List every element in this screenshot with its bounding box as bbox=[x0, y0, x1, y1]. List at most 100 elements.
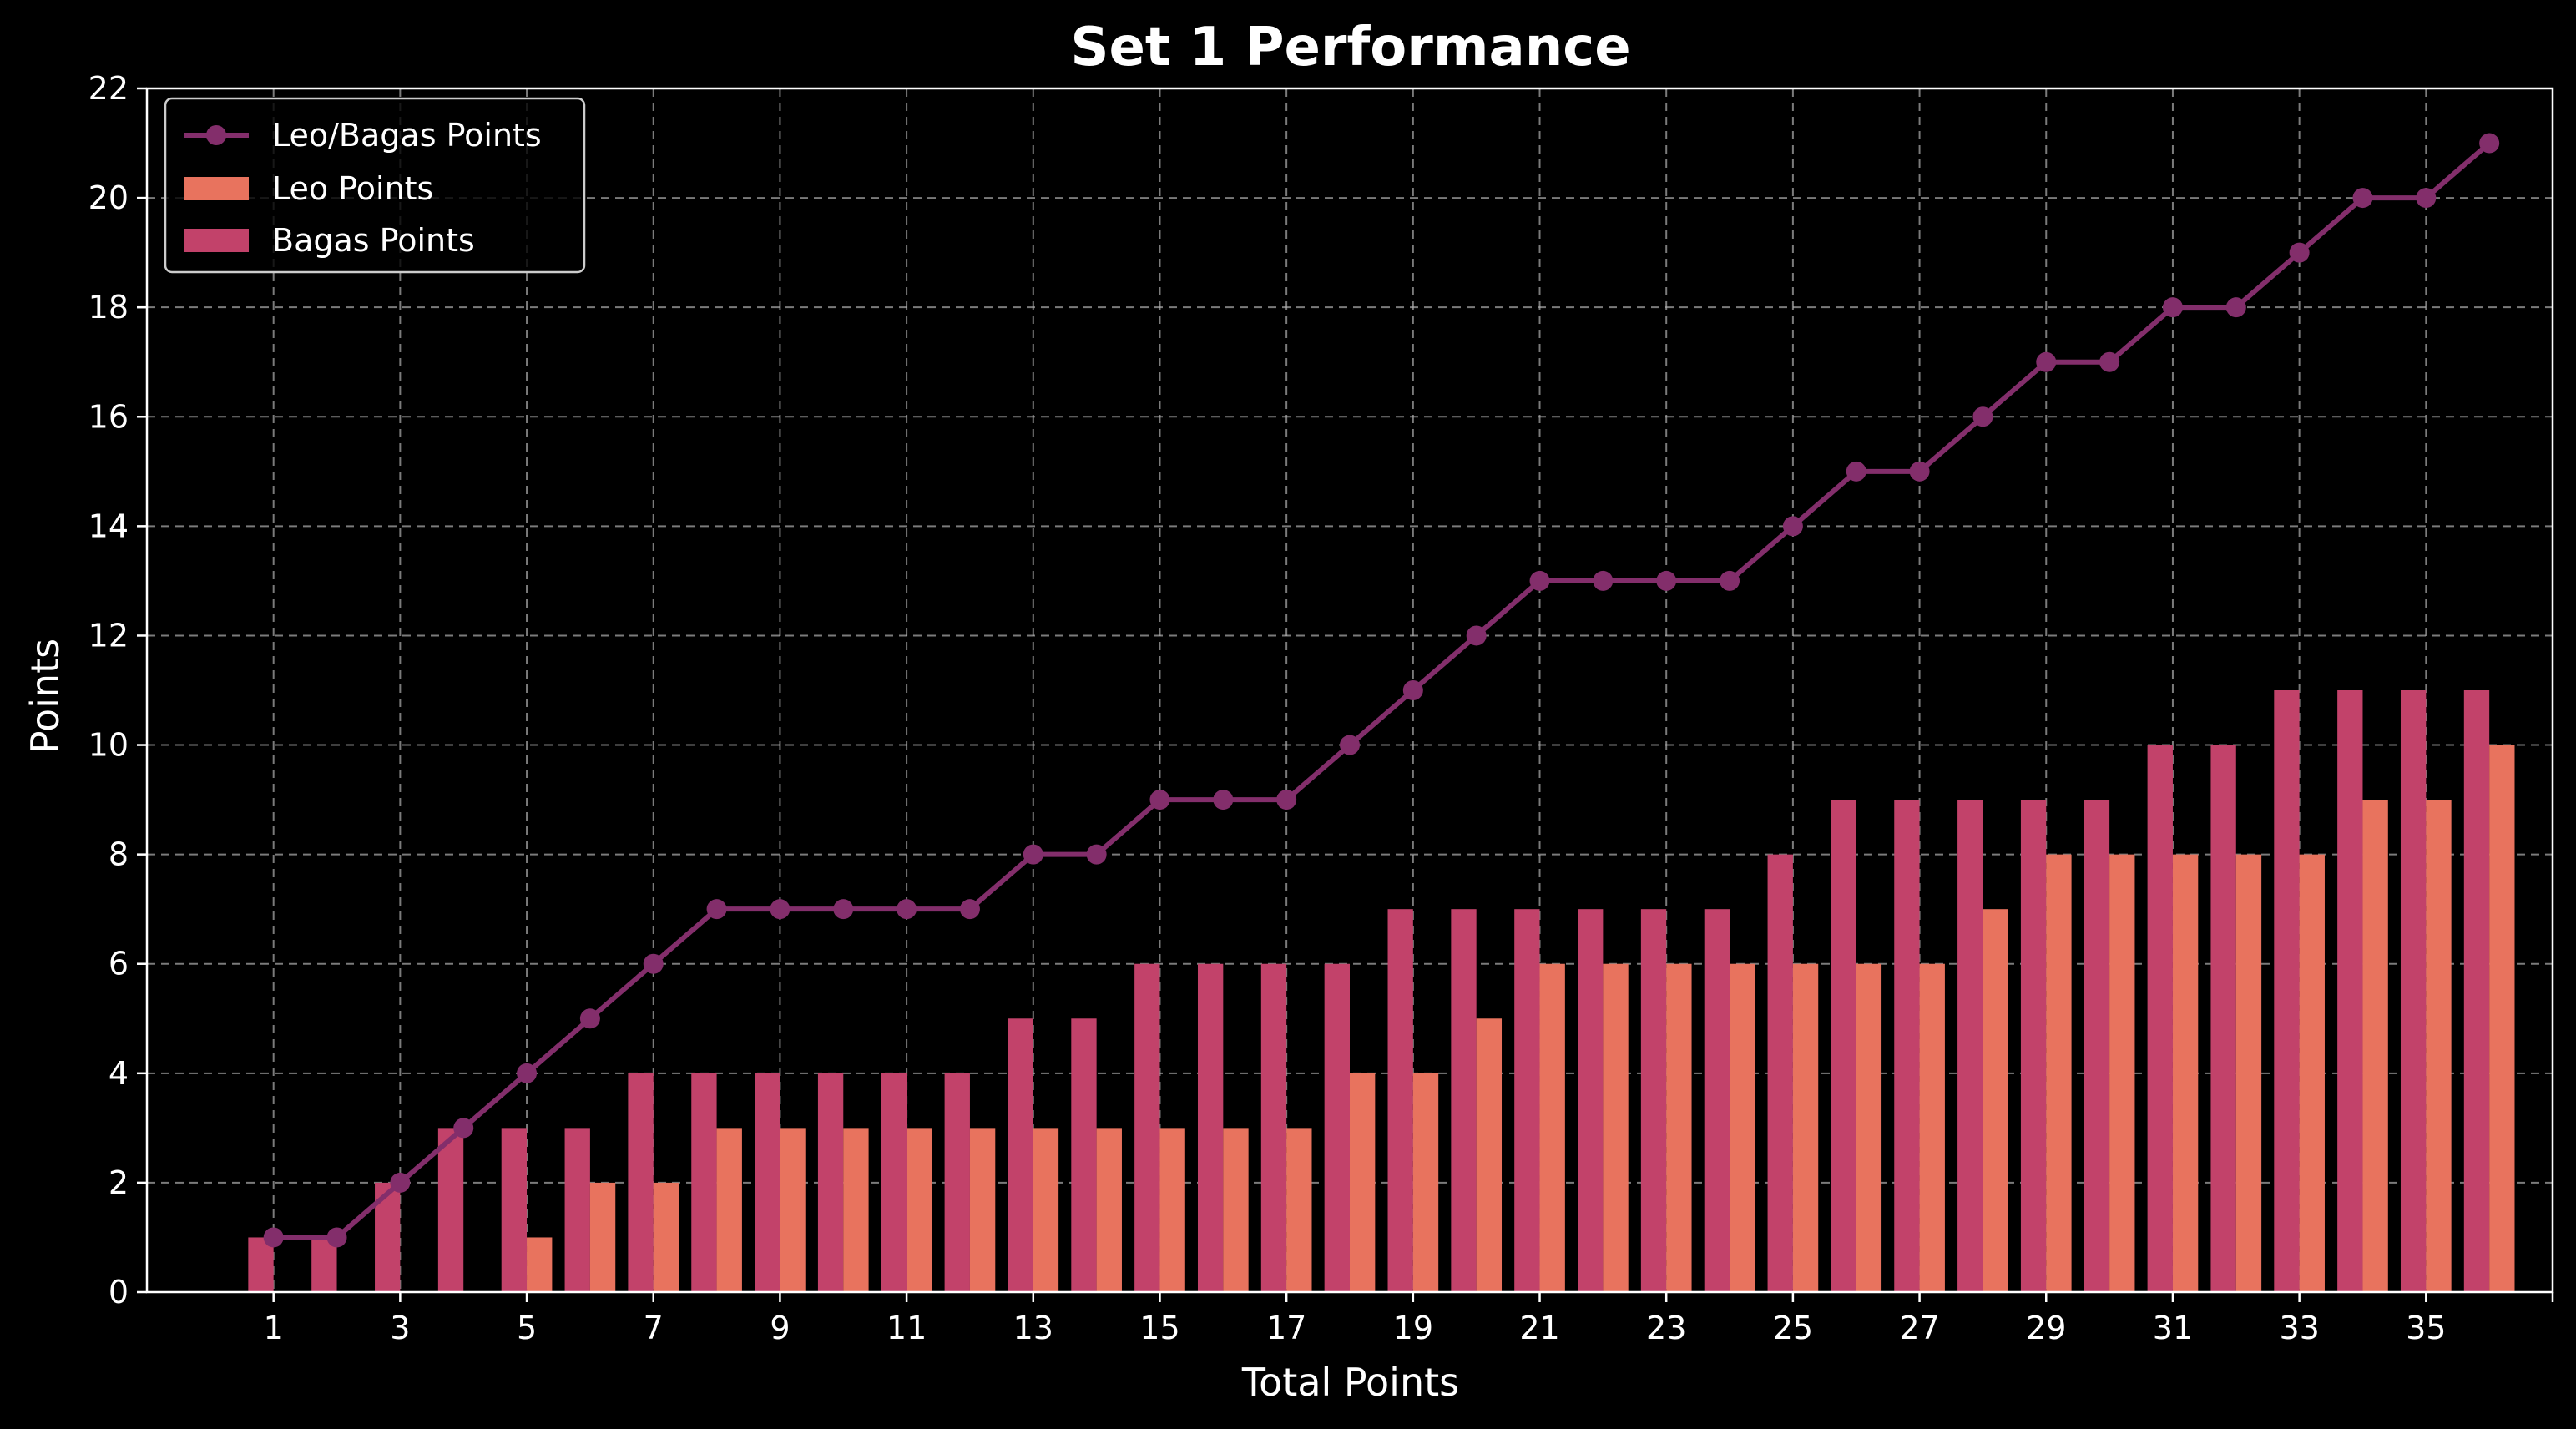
leo-points-bar bbox=[1033, 1128, 1059, 1292]
leo-bagas-points-marker bbox=[1782, 516, 1803, 537]
legend-leo-swatch bbox=[184, 177, 249, 200]
leo-points-bar bbox=[653, 1182, 679, 1292]
leo-bagas-points-marker bbox=[263, 1227, 284, 1248]
bagas-points-bar bbox=[944, 1073, 970, 1292]
legend-marker-swatch bbox=[206, 125, 226, 145]
leo-points-bar bbox=[1096, 1128, 1122, 1292]
leo-bagas-points-marker bbox=[1466, 625, 1487, 646]
x-tick-label: 9 bbox=[770, 1310, 790, 1346]
leo-bagas-points-marker bbox=[770, 899, 790, 920]
leo-points-bar bbox=[907, 1128, 932, 1292]
bagas-points-bar bbox=[1704, 909, 1730, 1292]
y-tick-label: 14 bbox=[88, 507, 129, 544]
leo-bagas-points-marker bbox=[1402, 680, 1423, 700]
leo-bagas-points-marker bbox=[1213, 790, 1234, 810]
y-tick-label: 8 bbox=[109, 836, 129, 873]
leo-points-bar bbox=[843, 1128, 869, 1292]
leo-points-bar bbox=[1159, 1128, 1185, 1292]
x-tick-label: 35 bbox=[2406, 1310, 2446, 1346]
leo-bagas-points-marker bbox=[2416, 188, 2437, 209]
bagas-points-bar bbox=[1197, 963, 1224, 1292]
leo-bagas-points-marker bbox=[326, 1227, 347, 1248]
leo-points-bar bbox=[589, 1182, 616, 1292]
bagas-points-bar bbox=[1387, 909, 1413, 1292]
leo-points-bar bbox=[2489, 745, 2515, 1292]
leo-points-bar bbox=[969, 1128, 996, 1292]
leo-points-bar bbox=[1476, 1018, 1503, 1292]
x-tick-label: 19 bbox=[1393, 1310, 1433, 1346]
bagas-points-bar bbox=[2147, 745, 2173, 1292]
y-tick-label: 16 bbox=[88, 398, 129, 435]
leo-points-bar bbox=[2299, 854, 2325, 1292]
leo-bagas-points-marker bbox=[959, 899, 980, 920]
bagas-points-bar bbox=[817, 1073, 844, 1292]
x-tick-label: 25 bbox=[1773, 1310, 1813, 1346]
leo-points-bar bbox=[2109, 854, 2135, 1292]
leo-points-bar bbox=[1539, 963, 1565, 1292]
leo-bagas-points-marker bbox=[2352, 188, 2373, 209]
leo-bagas-points-marker bbox=[643, 953, 664, 974]
legend-label-leo-points: Leo Points bbox=[272, 170, 433, 207]
y-tick-label: 10 bbox=[88, 727, 129, 764]
x-tick-label: 15 bbox=[1139, 1310, 1179, 1346]
plot-frame bbox=[145, 87, 2554, 1294]
bagas-points-bar bbox=[755, 1073, 780, 1292]
x-tick-label: 23 bbox=[1646, 1310, 1686, 1346]
y-tick-label: 6 bbox=[109, 946, 129, 982]
leo-points-bar bbox=[1983, 909, 2008, 1292]
leo-bagas-points-marker bbox=[1720, 570, 1740, 591]
leo-bagas-points-marker bbox=[2479, 133, 2500, 154]
leo-bagas-points-marker bbox=[833, 899, 854, 920]
bagas-points-bar bbox=[1894, 800, 1920, 1292]
leo-bagas-points-marker bbox=[1529, 570, 1550, 591]
leo-bagas-points-marker bbox=[579, 1008, 600, 1029]
bagas-points-bar bbox=[1831, 800, 1856, 1292]
x-tick-label: 11 bbox=[886, 1310, 927, 1346]
leo-bagas-points-marker bbox=[1340, 735, 1360, 755]
x-axis-label: Total Points bbox=[1241, 1360, 1459, 1405]
x-tick-label: 5 bbox=[517, 1310, 537, 1346]
bagas-points-bar bbox=[1324, 963, 1350, 1292]
legend-label-bagas-points: Bagas Points bbox=[272, 222, 475, 259]
bagas-points-bar bbox=[2337, 690, 2363, 1292]
leo-bagas-points-marker bbox=[1593, 570, 1614, 591]
leo-points-bar bbox=[527, 1237, 553, 1292]
bagas-points-bar bbox=[1071, 1018, 1097, 1292]
bagas-points-bar bbox=[437, 1128, 464, 1292]
bagas-points-bar bbox=[1957, 800, 1983, 1292]
leo-points-bar bbox=[780, 1128, 806, 1292]
leo-points-bar bbox=[1350, 1073, 1376, 1292]
leo-points-bar bbox=[2172, 854, 2199, 1292]
bagas-points-bar bbox=[1514, 909, 1540, 1292]
leo-bagas-points-marker bbox=[1086, 844, 1107, 865]
bagas-points-bar bbox=[628, 1073, 654, 1292]
leo-points-bar bbox=[1856, 963, 1882, 1292]
y-axis-label: Points bbox=[23, 639, 68, 754]
leo-bagas-points-marker bbox=[517, 1063, 538, 1083]
legend: Leo/Bagas Points Leo Points Bagas Points bbox=[164, 97, 586, 274]
bar-layer bbox=[248, 690, 2515, 1292]
bagas-points-bar bbox=[2210, 745, 2236, 1292]
leo-points-bar bbox=[1919, 963, 1945, 1292]
leo-points-bar bbox=[2046, 854, 2072, 1292]
chart-title: Set 1 Performance bbox=[1070, 17, 1630, 78]
legend-label-leo-bagas-points: Leo/Bagas Points bbox=[272, 117, 542, 154]
bagas-points-bar bbox=[2274, 690, 2300, 1292]
bagas-points-bar bbox=[1008, 1018, 1033, 1292]
leo-bagas-points-marker bbox=[453, 1118, 474, 1139]
leo-bagas-points-marker bbox=[1972, 406, 1993, 427]
x-tick-label: 33 bbox=[2279, 1310, 2319, 1346]
bagas-points-bar bbox=[1640, 909, 1667, 1292]
x-tick-label: 17 bbox=[1266, 1310, 1306, 1346]
leo-bagas-points-marker bbox=[897, 899, 917, 920]
leo-points-bar bbox=[1730, 963, 1755, 1292]
leo-bagas-points-marker bbox=[2162, 297, 2183, 318]
y-tick-label: 12 bbox=[88, 617, 129, 654]
leo-points-bar bbox=[1223, 1128, 1249, 1292]
leo-bagas-points-marker bbox=[390, 1172, 411, 1193]
leo-bagas-points-marker bbox=[2225, 297, 2246, 318]
x-tick-label: 7 bbox=[644, 1310, 664, 1346]
leo-bagas-points-marker bbox=[1149, 790, 1170, 810]
